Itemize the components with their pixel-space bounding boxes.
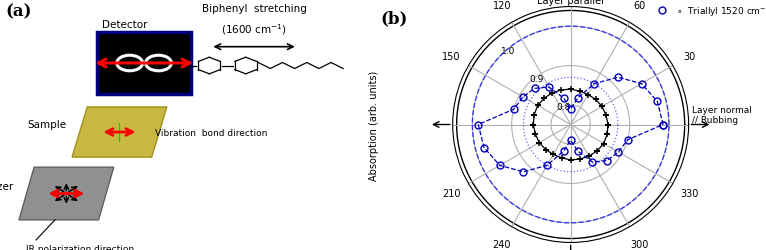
- Ellipse shape: [146, 56, 172, 72]
- Ellipse shape: [116, 56, 142, 72]
- Text: Vibration  bond direction: Vibration bond direction: [155, 128, 268, 137]
- Text: N: N: [176, 61, 184, 71]
- Text: Biphenyl  stretching: Biphenyl stretching: [201, 4, 306, 14]
- Text: (1600 cm$^{-1}$): (1600 cm$^{-1}$): [221, 22, 287, 37]
- Polygon shape: [19, 168, 114, 220]
- FancyBboxPatch shape: [97, 32, 192, 95]
- Text: IR polarization direction: IR polarization direction: [25, 244, 134, 250]
- Text: Polarizer: Polarizer: [0, 181, 13, 191]
- Text: Absorption (arb. units): Absorption (arb. units): [369, 70, 379, 180]
- Text: (a): (a): [5, 4, 32, 21]
- Text: (b): (b): [381, 10, 408, 27]
- Text: Sample: Sample: [28, 120, 67, 130]
- Legend: $-$+$-$ LC 1600 cm$^{-1}$, $\circ$  Triallyl 1520 cm$^{-1}$: $-$+$-$ LC 1600 cm$^{-1}$, $\circ$ Trial…: [650, 0, 766, 22]
- Text: Layer parallel: Layer parallel: [537, 0, 604, 6]
- Text: Detector: Detector: [103, 20, 148, 30]
- Polygon shape: [72, 108, 167, 158]
- Text: Layer normal
// Rubbing: Layer normal // Rubbing: [692, 106, 752, 125]
